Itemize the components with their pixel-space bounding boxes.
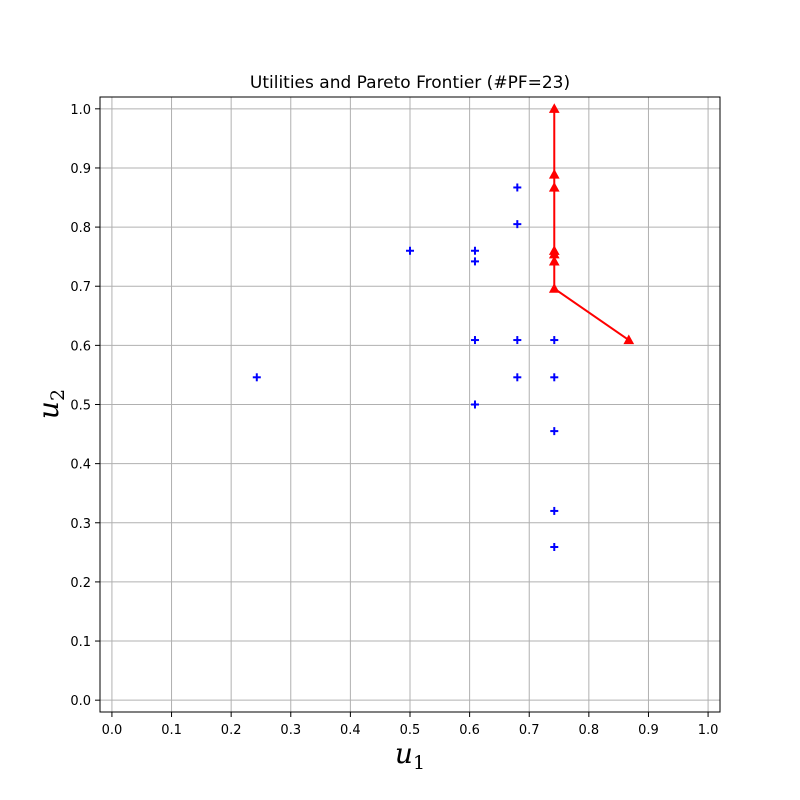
y-tick-label: 0.1 xyxy=(70,635,91,650)
utility-point xyxy=(470,257,479,266)
x-axis-label-main: u xyxy=(395,737,413,770)
utility-point xyxy=(470,400,479,409)
utility-point xyxy=(550,506,559,515)
y-tick-label: 0.0 xyxy=(70,694,91,709)
utility-point xyxy=(252,373,261,382)
x-tick-label: 0.9 xyxy=(638,723,659,738)
y-tick-label: 0.5 xyxy=(70,399,91,414)
y-tick-label: 0.2 xyxy=(70,576,91,591)
x-tick-label: 0.4 xyxy=(340,723,361,738)
x-tick-label: 0.2 xyxy=(221,723,242,738)
y-axis-label-sub: 2 xyxy=(47,389,69,401)
plot-frame xyxy=(99,96,721,713)
y-axis-label: u2 xyxy=(32,389,69,419)
pareto-point xyxy=(623,334,635,345)
x-axis-ticks: 0.0 0.1 0.2 0.3 0.4 0.5 0.6 0.7 0.8 0.9 1.0 xyxy=(102,712,719,738)
utility-point xyxy=(406,246,414,255)
utility-point xyxy=(513,336,522,345)
utility-point xyxy=(470,336,479,345)
y-tick-label: 0.9 xyxy=(70,162,91,177)
chart-title: Utilities and Pareto Frontier (#PF=23) xyxy=(250,73,570,93)
utility-point xyxy=(513,373,522,382)
utility-point xyxy=(550,543,559,552)
x-tick-label: 0.1 xyxy=(161,723,182,738)
y-axis-label-main: u xyxy=(32,401,65,419)
y-tick-label: 0.7 xyxy=(70,280,91,295)
x-axis-label: u1 xyxy=(395,737,425,774)
y-tick-label: 0.4 xyxy=(70,458,91,473)
x-tick-label: 0.8 xyxy=(579,723,600,738)
pareto-point xyxy=(548,283,560,293)
pareto-point xyxy=(548,103,560,113)
x-tick-label: 0.3 xyxy=(280,723,301,738)
pareto-point xyxy=(548,255,560,266)
x-tick-label: 0.0 xyxy=(102,723,123,738)
x-tick-label: 0.5 xyxy=(400,723,421,738)
utility-point xyxy=(550,427,559,436)
y-tick-label: 0.3 xyxy=(70,517,91,532)
y-tick-label: 1.0 xyxy=(70,103,91,118)
utility-point xyxy=(513,183,522,192)
utility-point xyxy=(550,336,559,345)
x-tick-label: 0.6 xyxy=(459,723,480,738)
x-tick-label: 0.7 xyxy=(519,723,540,738)
pareto-point xyxy=(548,181,560,192)
utility-point xyxy=(550,373,559,382)
y-axis-ticks: 0.0 0.1 0.2 0.3 0.4 0.5 0.6 0.7 0.8 0.9 1.0 xyxy=(70,103,100,709)
utility-point xyxy=(513,220,522,229)
y-tick-label: 0.6 xyxy=(70,339,91,354)
utility-point xyxy=(470,246,479,255)
x-axis-label-sub: 1 xyxy=(413,752,425,774)
plot-area xyxy=(252,103,635,552)
y-tick-label: 0.8 xyxy=(70,221,91,236)
x-tick-label: 1.0 xyxy=(698,723,719,738)
pareto-point xyxy=(548,168,560,179)
grid-lines xyxy=(100,97,720,712)
